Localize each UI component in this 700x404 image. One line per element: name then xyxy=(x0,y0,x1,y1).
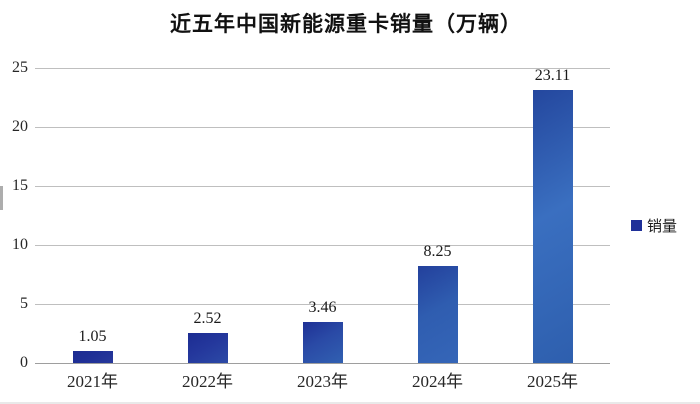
gridline xyxy=(35,245,610,246)
x-axis-tick-label: 2021年 xyxy=(67,372,118,391)
gridline xyxy=(35,186,610,187)
bottom-edge-divider xyxy=(0,402,700,404)
bar-2024年 xyxy=(417,265,458,363)
cropped-axis-title-artifact xyxy=(0,186,3,210)
x-axis-line xyxy=(35,363,610,364)
data-label-2023年: 3.46 xyxy=(308,299,337,317)
data-label-2025年: 23.11 xyxy=(534,67,571,85)
gridline xyxy=(35,304,610,305)
bar-2023年 xyxy=(302,322,343,363)
x-axis-tick-label: 2025年 xyxy=(527,372,578,391)
legend: 销量 xyxy=(631,215,677,236)
data-label-2022年: 2.52 xyxy=(193,310,222,328)
legend-swatch-icon xyxy=(631,220,642,231)
y-axis-tick-label: 20 xyxy=(12,118,28,135)
gridline xyxy=(35,127,610,128)
y-axis-tick-label: 25 xyxy=(12,59,28,76)
bar-2021年 xyxy=(72,350,113,363)
gridline xyxy=(35,68,610,69)
bar-2022年 xyxy=(187,333,228,363)
x-axis-tick-label: 2024年 xyxy=(412,372,463,391)
data-label-2021年: 1.05 xyxy=(78,327,107,345)
bar-2025年 xyxy=(532,90,573,363)
data-label-2024年: 8.25 xyxy=(423,242,452,260)
y-axis-tick-label: 0 xyxy=(20,354,28,371)
y-axis-tick-label: 5 xyxy=(20,295,28,312)
chart-title: 近五年中国新能源重卡销量（万辆） xyxy=(170,13,522,36)
y-axis-tick-label: 15 xyxy=(12,177,28,194)
x-axis-tick-label: 2022年 xyxy=(182,372,233,391)
legend-series-label: 销量 xyxy=(647,218,678,235)
x-axis-tick-label: 2023年 xyxy=(297,372,348,391)
y-axis-tick-label: 10 xyxy=(12,236,28,253)
